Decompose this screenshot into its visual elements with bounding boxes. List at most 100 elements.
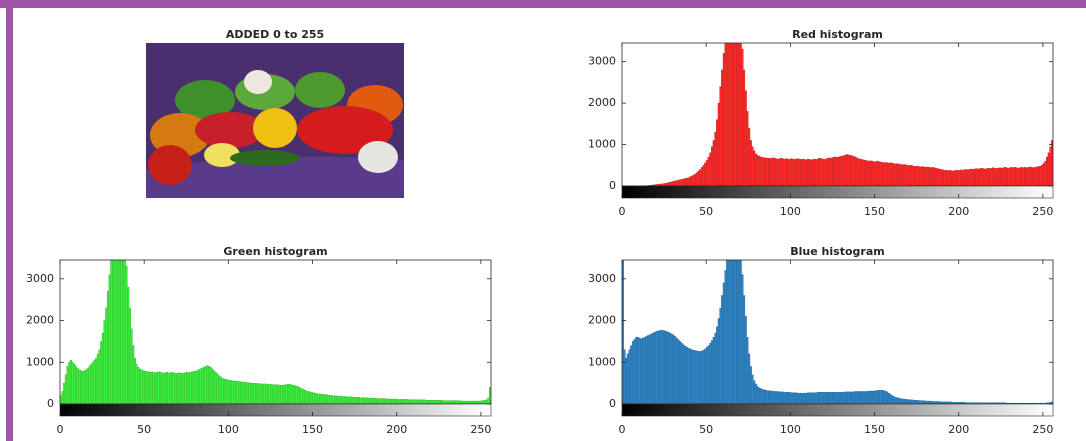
x-tick-label: 200 [948, 423, 969, 436]
histogram-bar [775, 159, 777, 186]
histogram-bar [149, 372, 151, 404]
histogram-bar [696, 173, 698, 186]
histogram-bar [80, 371, 82, 404]
histogram-bar [738, 245, 740, 404]
figure: ADDED 0 to 255 Red histogram010002000300… [0, 0, 1086, 441]
histogram-bar [984, 169, 986, 186]
histogram-bar [854, 157, 856, 186]
histogram-bar [459, 401, 461, 404]
histogram-bar [839, 392, 841, 404]
histogram-bar [927, 167, 929, 186]
histogram-bar [760, 157, 762, 186]
histogram-bar [752, 147, 754, 186]
histogram-bar [952, 171, 954, 186]
histogram-bar [161, 373, 163, 404]
histogram-bar [789, 392, 791, 404]
x-tick-label: 250 [470, 423, 491, 436]
histogram-bar [881, 390, 883, 404]
histogram-bar [291, 385, 293, 404]
histogram-bar [409, 400, 411, 404]
histogram-bar [324, 395, 326, 404]
histogram-bar [146, 371, 148, 404]
histogram-bar [250, 383, 252, 404]
histogram-bar [75, 366, 77, 404]
x-tick-label: 0 [619, 423, 626, 436]
histogram-bar [875, 391, 877, 404]
histogram-bar [630, 346, 632, 404]
histogram-bar [987, 168, 989, 186]
colorbar [622, 186, 1053, 198]
histogram-bar [382, 399, 384, 404]
histogram-bar [812, 159, 814, 186]
histogram-bar [334, 396, 336, 404]
histogram-bar [834, 392, 836, 404]
histogram-bar [757, 386, 759, 404]
histogram-bar [886, 163, 888, 186]
histogram-bar [208, 366, 210, 404]
histogram-bar [708, 157, 710, 186]
y-tick-label: 1000 [26, 355, 54, 368]
histogram-bar [868, 391, 870, 404]
histogram-bar [289, 384, 291, 404]
histogram-bar [849, 392, 851, 404]
histogram-bar [748, 354, 750, 404]
histogram-bar [203, 367, 205, 404]
histogram-bar [933, 168, 935, 186]
histogram-bar [774, 391, 776, 404]
histogram-bar [715, 132, 717, 186]
histogram-bar [891, 396, 893, 404]
histogram-bar [858, 391, 860, 404]
histogram-bar [447, 401, 449, 404]
histogram-bar [903, 399, 905, 404]
histogram-bar [196, 371, 198, 404]
histogram-bar [720, 308, 722, 404]
histogram-bar [686, 347, 688, 404]
histogram-bar [1036, 167, 1038, 186]
histogram-bar [667, 183, 669, 186]
histogram-bar [896, 398, 898, 404]
histogram-bar [486, 400, 488, 404]
histogram-bar [863, 160, 865, 186]
x-tick-label: 100 [780, 205, 801, 218]
histogram-bar [937, 169, 939, 186]
histogram-bar [294, 386, 296, 404]
histogram-bar [706, 160, 708, 186]
histogram-bar [336, 396, 338, 404]
histogram-bar [102, 333, 104, 404]
histogram-bar [977, 169, 979, 186]
histogram-bar [1038, 167, 1040, 186]
histogram-bar [97, 354, 99, 404]
colorbar [622, 404, 1053, 416]
histogram-bar [1024, 167, 1026, 186]
histogram-bar [220, 377, 222, 404]
histogram-bar [821, 392, 823, 404]
y-tick-label: 3000 [26, 272, 54, 285]
histogram-bar [779, 392, 781, 404]
histogram-bar [768, 391, 770, 404]
histogram-bar [864, 160, 866, 186]
histogram-bar [843, 156, 845, 186]
histogram-bar [755, 154, 757, 186]
histogram-bar [935, 168, 937, 186]
histogram-bar [479, 401, 481, 404]
histogram-bar [159, 372, 161, 404]
histogram-bar [141, 370, 143, 404]
histogram-bar [644, 337, 646, 404]
histogram-bar [822, 159, 824, 186]
histogram-bar [666, 183, 668, 186]
histogram-bar [854, 391, 856, 404]
histogram-bar [272, 385, 274, 404]
histogram-bar [437, 400, 439, 404]
histogram-bar [77, 369, 79, 404]
histogram-bar [831, 158, 833, 186]
histogram-bar [728, 245, 730, 404]
histogram-bar [1029, 167, 1031, 186]
histogram-bar [839, 157, 841, 186]
histogram-bar [1014, 167, 1016, 186]
histogram-bar [425, 400, 427, 404]
chart-title: Green histogram [223, 245, 327, 258]
histogram-bar [822, 392, 824, 404]
histogram-bar [885, 391, 887, 404]
histogram-bar [178, 373, 180, 404]
histogram-bar [237, 381, 239, 404]
